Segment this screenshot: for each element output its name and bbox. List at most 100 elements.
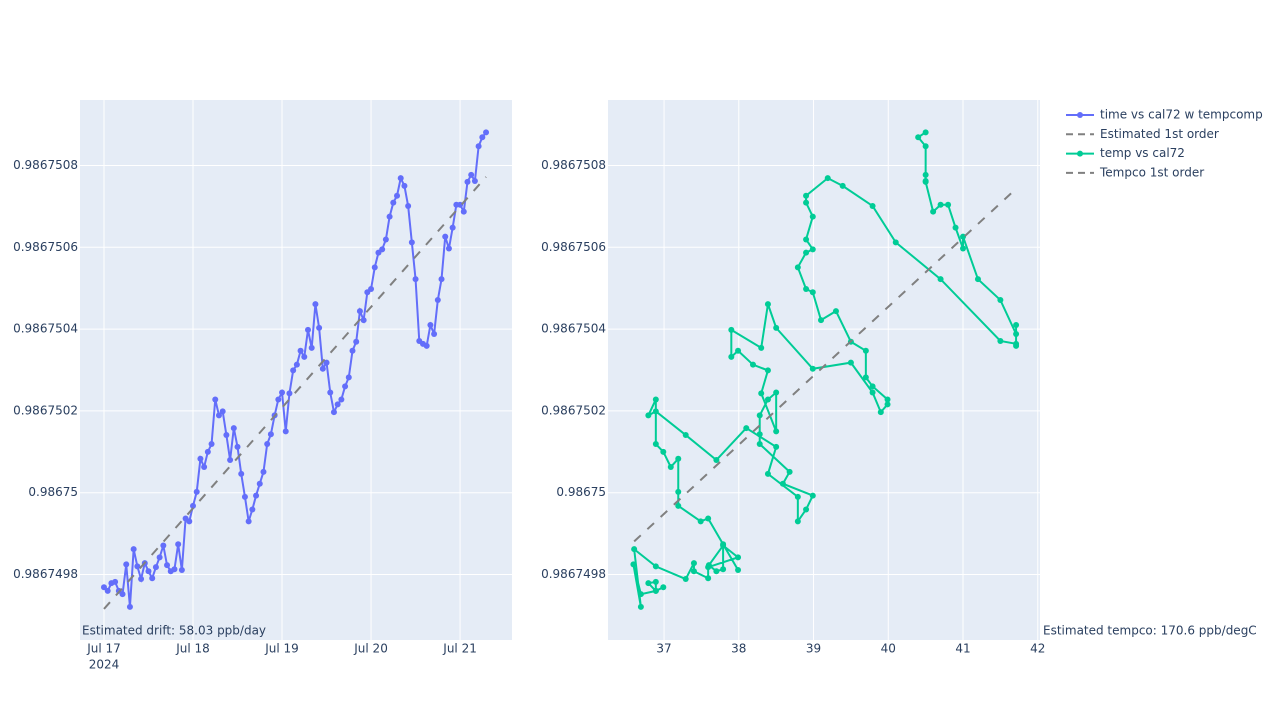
data-point bbox=[974, 276, 981, 283]
data-point bbox=[215, 412, 222, 419]
data-point bbox=[1013, 322, 1020, 328]
y-tick-label: 0.9867498 bbox=[541, 567, 606, 581]
data-point bbox=[138, 576, 145, 583]
data-point bbox=[297, 347, 304, 354]
data-point bbox=[720, 566, 727, 573]
data-point bbox=[705, 575, 712, 582]
data-point bbox=[301, 353, 308, 360]
x-tick-label: Jul 17 bbox=[86, 642, 121, 656]
data-point bbox=[382, 236, 389, 243]
data-point bbox=[773, 443, 780, 450]
data-point bbox=[735, 567, 742, 574]
data-point bbox=[212, 396, 219, 403]
data-point bbox=[720, 541, 727, 548]
data-point bbox=[645, 412, 652, 419]
data-point bbox=[156, 554, 163, 561]
annotation: Estimated tempco: 170.6 ppb/degC bbox=[1043, 624, 1257, 638]
data-point bbox=[371, 264, 378, 271]
data-point bbox=[728, 326, 735, 333]
data-point bbox=[758, 344, 765, 351]
x-tick-label: 41 bbox=[955, 642, 970, 656]
data-point bbox=[839, 182, 846, 189]
data-point bbox=[764, 367, 771, 374]
x-tick-label: 39 bbox=[806, 642, 821, 656]
data-point bbox=[705, 562, 712, 569]
data-point bbox=[353, 338, 360, 345]
data-point bbox=[847, 359, 854, 366]
data-point bbox=[238, 470, 245, 477]
data-point bbox=[937, 201, 944, 208]
data-point bbox=[412, 276, 419, 283]
data-point bbox=[773, 389, 780, 396]
data-point bbox=[123, 561, 130, 568]
data-point bbox=[682, 576, 689, 583]
data-point bbox=[773, 324, 780, 331]
data-point bbox=[449, 224, 456, 231]
data-point bbox=[794, 264, 801, 271]
data-point bbox=[279, 389, 286, 396]
data-point bbox=[786, 468, 793, 475]
data-point bbox=[764, 301, 771, 308]
data-point bbox=[330, 409, 337, 416]
data-point bbox=[468, 171, 475, 178]
data-point bbox=[884, 396, 891, 403]
fit-line bbox=[103, 176, 487, 610]
y-tick-label: 0.9867506 bbox=[13, 240, 78, 254]
data-point bbox=[922, 171, 929, 178]
data-point bbox=[119, 591, 126, 598]
data-point bbox=[997, 337, 1004, 344]
data-point bbox=[431, 331, 438, 337]
data-point bbox=[818, 317, 825, 324]
data-point bbox=[145, 568, 152, 575]
data-point bbox=[713, 568, 720, 575]
data-point bbox=[862, 347, 869, 354]
data-point bbox=[945, 201, 952, 208]
data-point bbox=[1013, 331, 1020, 337]
legend-label: Tempco 1st order bbox=[1099, 165, 1204, 179]
data-point bbox=[660, 584, 667, 591]
legend-marker bbox=[1077, 150, 1083, 157]
data-point bbox=[675, 455, 682, 462]
x-tick-year: 2024 bbox=[89, 658, 120, 672]
data-point bbox=[630, 561, 637, 568]
data-point bbox=[360, 317, 367, 324]
data-point bbox=[475, 143, 482, 150]
data-point bbox=[193, 488, 200, 495]
y-tick-label: 0.9867504 bbox=[13, 322, 78, 336]
data-point bbox=[234, 443, 241, 450]
data-point bbox=[275, 396, 282, 403]
data-point bbox=[764, 470, 771, 477]
data-point bbox=[256, 480, 263, 487]
data-point bbox=[803, 199, 810, 206]
data-point bbox=[394, 192, 401, 199]
data-point bbox=[134, 563, 141, 570]
data-point bbox=[756, 412, 763, 419]
plot-area bbox=[608, 100, 1040, 640]
data-point bbox=[427, 322, 434, 328]
data-point bbox=[631, 546, 638, 553]
data-point bbox=[434, 297, 441, 304]
y-tick-label: 0.98675 bbox=[28, 485, 78, 499]
y-tick-label: 0.9867498 bbox=[13, 567, 78, 581]
data-point bbox=[423, 342, 430, 349]
data-point bbox=[728, 353, 735, 360]
data-point bbox=[208, 441, 215, 448]
data-point bbox=[204, 448, 211, 455]
x-tick-label: Jul 21 bbox=[442, 642, 477, 656]
data-point bbox=[869, 389, 876, 396]
y-tick-label: 0.9867504 bbox=[541, 322, 606, 336]
data-point bbox=[803, 286, 810, 292]
data-point bbox=[758, 390, 765, 397]
data-point bbox=[652, 441, 659, 448]
data-point bbox=[960, 245, 967, 252]
data-point bbox=[660, 448, 667, 455]
data-point bbox=[779, 480, 786, 487]
y-tick-label: 0.98675 bbox=[556, 485, 606, 499]
data-point bbox=[334, 401, 341, 408]
data-point bbox=[743, 425, 750, 432]
data-point bbox=[186, 518, 193, 525]
data-point bbox=[479, 134, 486, 141]
data-point bbox=[197, 455, 204, 462]
data-point bbox=[304, 326, 311, 333]
